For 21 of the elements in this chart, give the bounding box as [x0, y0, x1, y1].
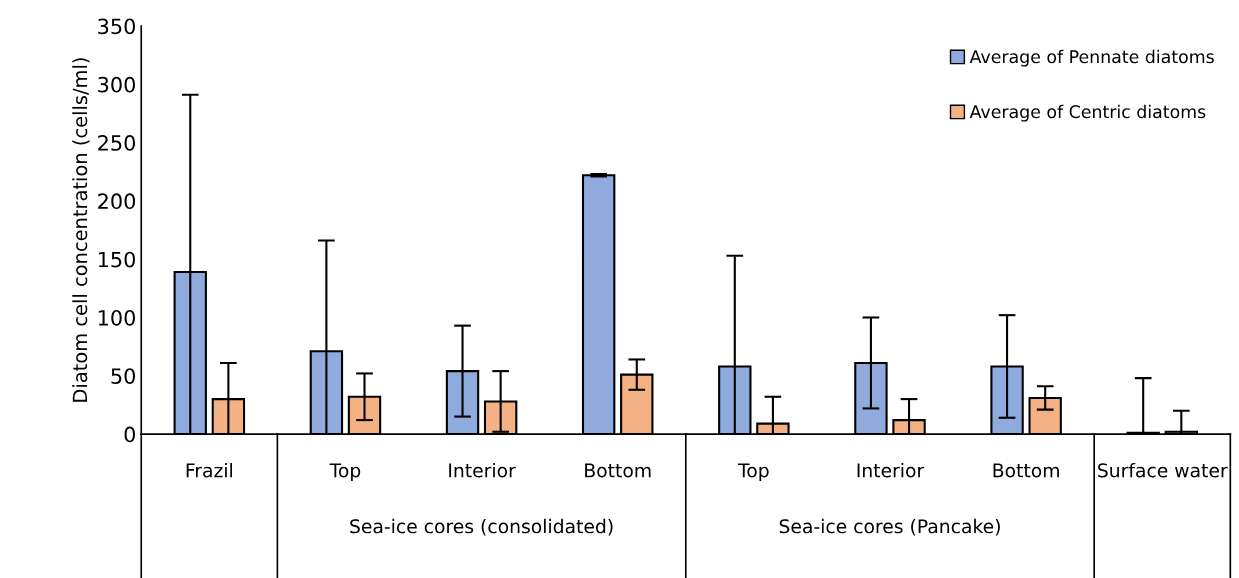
y-tick-label: 200 — [98, 193, 135, 210]
y-tick-label: 150 — [98, 251, 135, 268]
x-tick-label: Interior — [449, 462, 516, 478]
text: Sea-ice cores (consolidated) — [350, 518, 613, 536]
y-tick-label: 350 — [98, 18, 135, 35]
legend-label: Average of Pennate diatoms — [969, 49, 1214, 67]
y-tick-label: 250 — [98, 135, 135, 151]
x-tick-label: Bottom — [993, 463, 1059, 478]
x-tick-label: Top — [329, 463, 361, 482]
x-tick-label: Surface water — [1098, 462, 1228, 478]
x-tick-label: Frazil — [186, 462, 232, 478]
text: Sea-ice cores (Pancake) — [779, 518, 1000, 536]
legend-label: Average of Centric diatoms — [969, 104, 1206, 122]
y-tick-label: 100 — [98, 309, 135, 326]
y-tick-label: 300 — [98, 76, 135, 93]
x-tick-label: Bottom — [585, 463, 651, 478]
y-axis-title: Diatom cell concentration (cells/ml) — [72, 58, 90, 402]
x-tick-label: Top — [737, 463, 769, 482]
y-tick-label: 50 — [111, 368, 135, 384]
y-tick-label: 0 — [124, 426, 135, 443]
x-tick-label: Interior — [857, 462, 925, 478]
